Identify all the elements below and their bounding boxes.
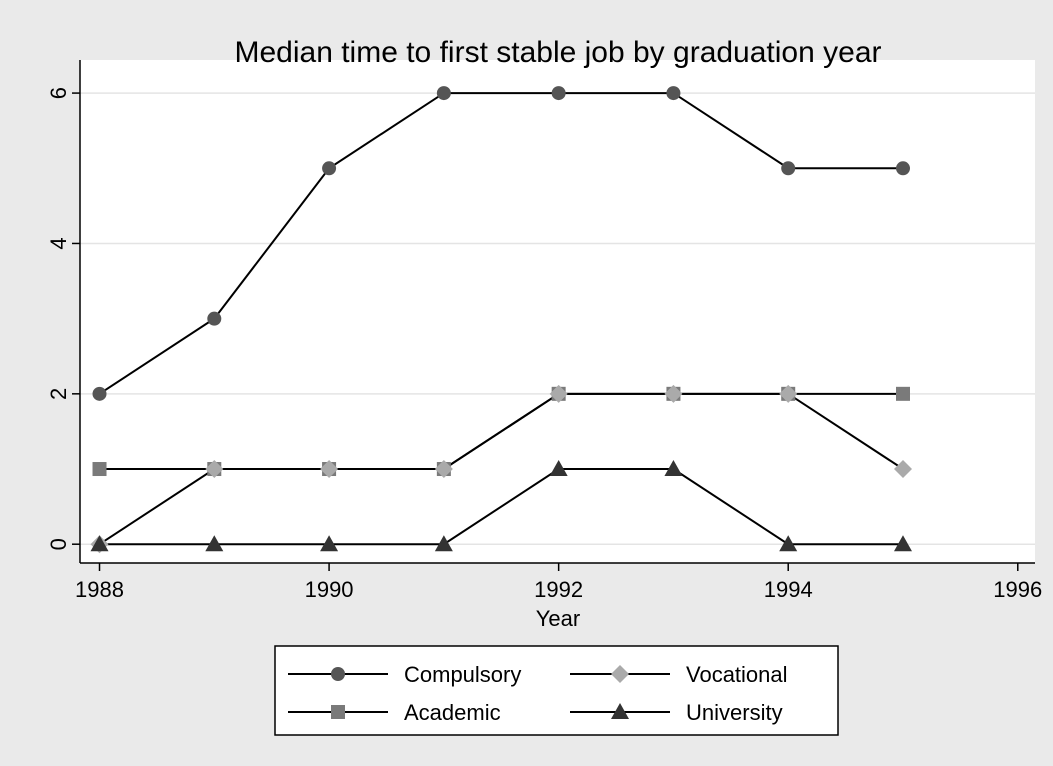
marker [549, 384, 568, 403]
legend-marker [331, 705, 345, 719]
x-tick-label: 1996 [993, 577, 1042, 602]
legend-marker [331, 667, 345, 681]
marker [895, 386, 910, 401]
marker [205, 460, 224, 479]
x-tick-label: 1994 [764, 577, 813, 602]
marker [205, 535, 224, 552]
x-axis-label: Year [536, 606, 580, 631]
marker [90, 535, 109, 552]
marker [664, 460, 683, 477]
marker [434, 460, 453, 479]
series-line [98, 92, 903, 395]
series-line [98, 392, 904, 546]
y-tick-label: 0 [46, 538, 71, 550]
plot-area [80, 60, 1035, 563]
x-tick-label: 1988 [75, 577, 124, 602]
marker [436, 86, 451, 101]
marker [779, 384, 798, 403]
marker [666, 86, 681, 101]
legend-label: Compulsory [404, 662, 521, 687]
marker [320, 535, 339, 552]
y-tick-label: 2 [46, 388, 71, 400]
legend-marker [611, 703, 629, 719]
y-tick-label: 4 [46, 237, 71, 249]
marker [549, 460, 568, 477]
y-tick-label: 6 [46, 87, 71, 99]
legend-label: Academic [404, 700, 501, 725]
x-tick-label: 1992 [534, 577, 583, 602]
marker [781, 161, 796, 176]
marker [664, 384, 683, 403]
legend-marker [611, 665, 629, 683]
series-line [99, 468, 903, 546]
marker [893, 535, 912, 552]
marker [207, 311, 222, 326]
marker [893, 460, 912, 479]
marker [92, 386, 107, 401]
marker [779, 535, 798, 552]
marker [92, 462, 107, 477]
legend-box [274, 645, 839, 736]
marker [895, 161, 910, 176]
x-tick-label: 1990 [305, 577, 354, 602]
marker [434, 535, 453, 552]
marker [551, 86, 566, 101]
legend-label: Vocational [686, 662, 788, 687]
chart-title: Median time to first stable job by gradu… [234, 36, 881, 69]
marker [322, 161, 337, 176]
legend-label: University [686, 700, 783, 725]
marker [320, 460, 339, 479]
